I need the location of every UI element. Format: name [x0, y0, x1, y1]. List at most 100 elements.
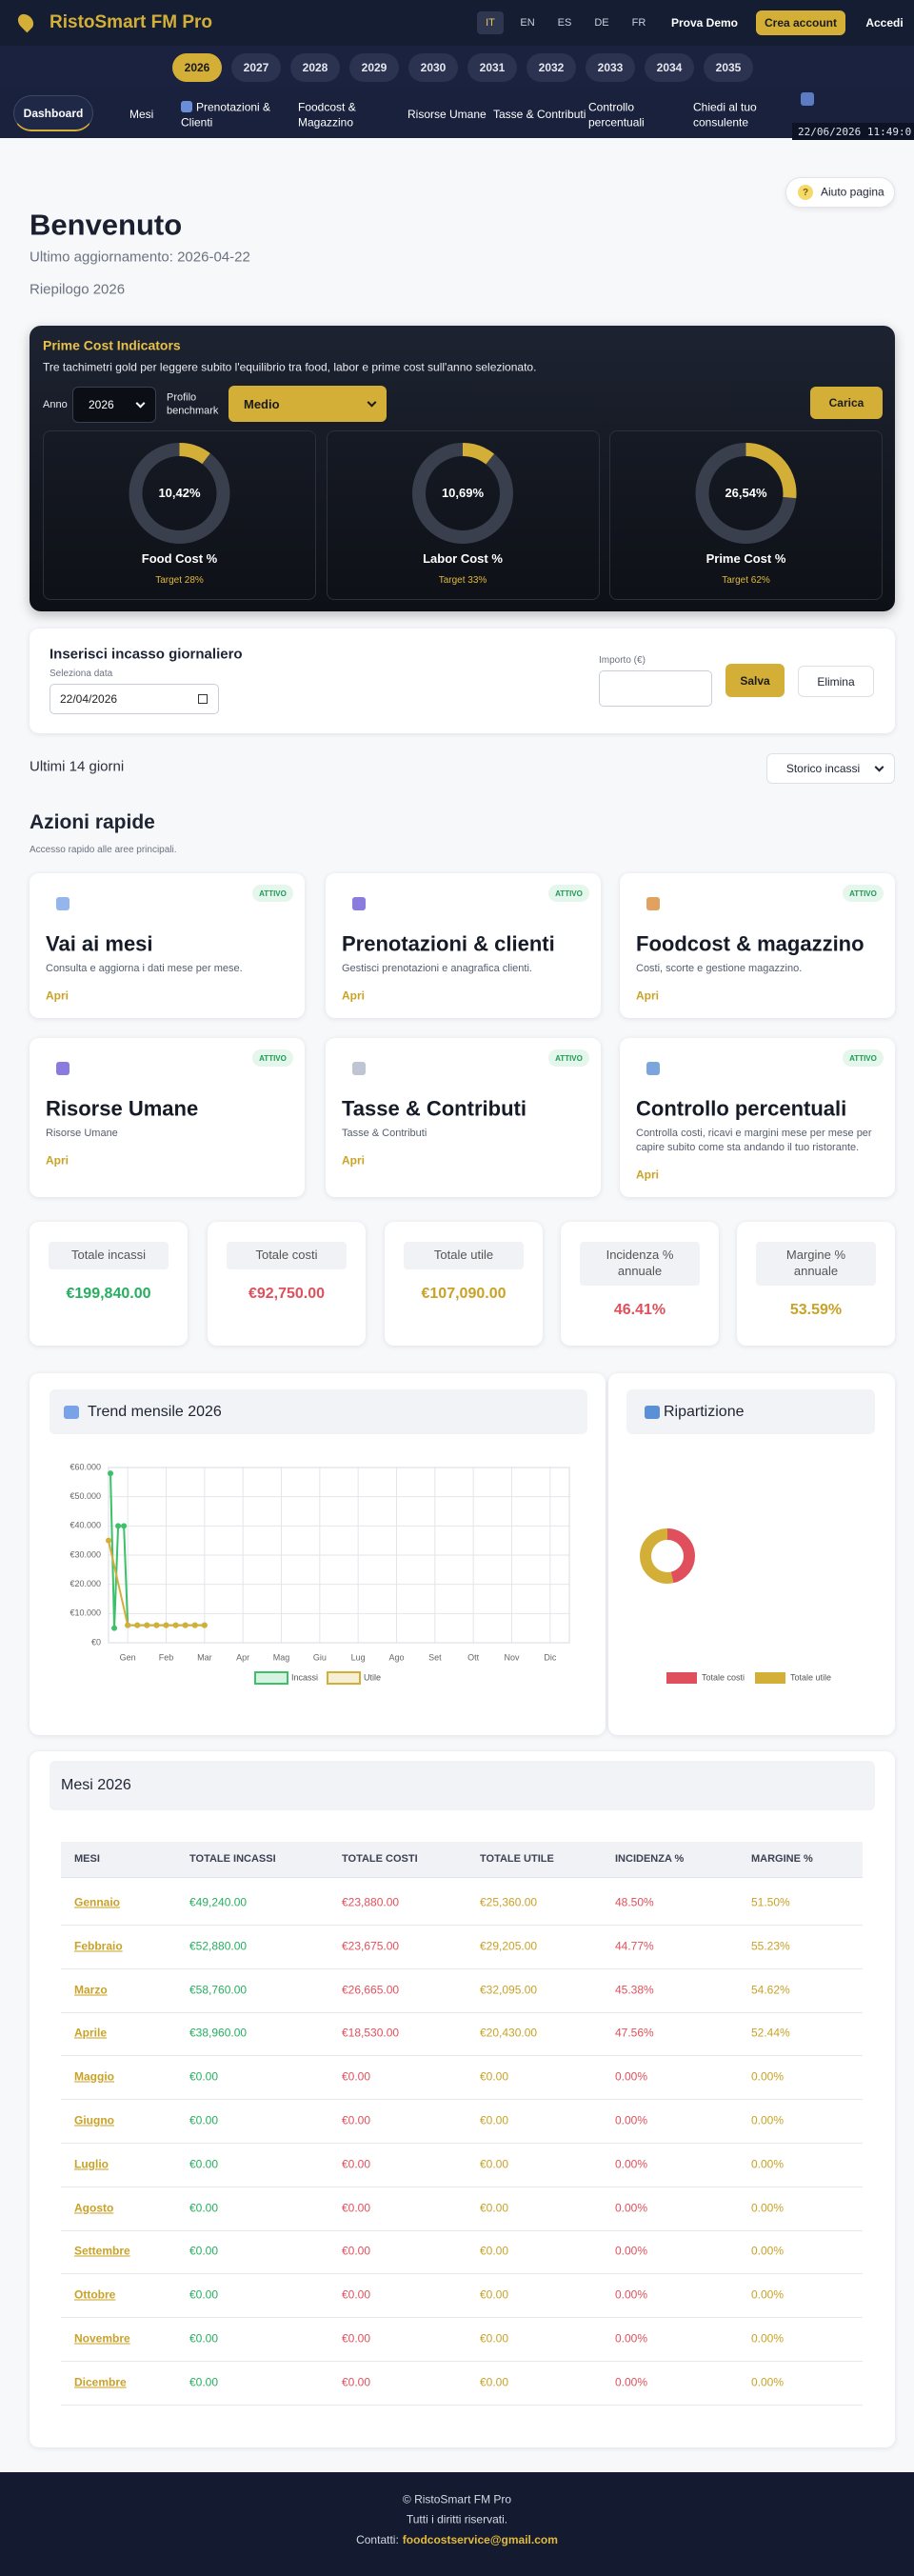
gauge-target: Target 62% [722, 574, 770, 586]
year-pill[interactable]: 2034 [645, 53, 694, 82]
gauge-value: 10,69% [441, 485, 485, 500]
month-link[interactable]: Luglio [74, 2157, 109, 2171]
nav-item[interactable]: Mesi [129, 108, 154, 122]
quick-subtitle: Accesso rapido alle aree principali. [30, 844, 177, 855]
create-account[interactable]: Crea account [756, 10, 845, 35]
language[interactable]: EN [520, 17, 535, 29]
kpi-value: €107,090.00 [421, 1286, 507, 1302]
table-cell: 44.77% [615, 1939, 654, 1953]
nav-item[interactable]: Chiedi al tuo consulente [693, 100, 757, 129]
table-cell: €0.00 [189, 2201, 219, 2215]
page-title: Benvenuto [30, 208, 183, 242]
year-pill[interactable]: 2035 [704, 53, 753, 82]
year-pill[interactable]: 2031 [467, 53, 517, 82]
kpi-card [208, 1222, 366, 1346]
table-cell: 0.00% [751, 2069, 785, 2084]
load-button[interactable]: Carica [810, 387, 883, 419]
column-header: TOTALE INCASSI [189, 1853, 276, 1866]
language[interactable]: DE [594, 17, 609, 29]
table-cell: 0.00% [751, 2287, 785, 2302]
demo-link[interactable]: Prova Demo [670, 16, 739, 30]
card-text: Gestisci prenotazioni e anagrafica clien… [342, 963, 532, 974]
table-cell: €0.00 [342, 2069, 371, 2084]
year-label: Anno [43, 398, 68, 410]
month-link[interactable]: Aprile [74, 2026, 108, 2040]
card-text: Controlla costi, ricavi e margini mese p… [636, 1128, 872, 1153]
help-button[interactable] [785, 177, 895, 208]
month-link[interactable]: Dicembre [74, 2375, 127, 2389]
summary-label: Riepilogo 2026 [30, 281, 126, 298]
status-badge: ATTIVO [252, 885, 293, 902]
delete-button[interactable]: Elimina [798, 666, 874, 697]
nav-item[interactable]: Foodcost & Magazzino [298, 100, 356, 129]
year-select[interactable]: 2026 [72, 387, 156, 423]
card-link[interactable]: Apri [636, 988, 659, 1003]
table-cell: 48.50% [615, 1895, 654, 1909]
trend-title: Trend mensile 2026 [88, 1404, 222, 1420]
month-link[interactable]: Febbraio [74, 1939, 123, 1953]
year-pill[interactable]: 2027 [231, 53, 281, 82]
table-cell: €0.00 [480, 2157, 509, 2171]
card-link[interactable]: Apri [46, 1153, 69, 1168]
card-link[interactable]: Apri [342, 1153, 365, 1168]
card-link[interactable]: Apri [46, 988, 69, 1003]
month-link[interactable]: Maggio [74, 2069, 114, 2084]
card-icon [56, 1062, 70, 1075]
table-cell: €0.00 [480, 2375, 509, 2389]
amount-input[interactable] [599, 670, 712, 707]
card-link[interactable]: Apri [342, 988, 365, 1003]
card-icon [352, 1062, 366, 1075]
nav-item[interactable]: Prenotazioni & Clienti [181, 100, 271, 129]
year-pill[interactable]: 2033 [586, 53, 635, 82]
table-cell: 0.00% [751, 2331, 785, 2346]
profile-label: Profilo benchmark [167, 391, 219, 417]
year-pill[interactable]: 2026 [172, 53, 222, 82]
kpi-card [385, 1222, 543, 1346]
table-cell: €0.00 [189, 2244, 219, 2258]
table-cell: €32,095.00 [480, 1983, 538, 1997]
row-divider [61, 2055, 863, 2057]
status-badge: ATTIVO [548, 885, 589, 902]
save-button[interactable]: Salva [725, 664, 785, 697]
language[interactable]: IT [477, 11, 504, 34]
nav-item[interactable]: Dashboard [13, 95, 93, 131]
contact-label: Contatti: [356, 2533, 399, 2546]
date-icon [198, 694, 208, 704]
month-link[interactable]: Novembre [74, 2331, 130, 2346]
nav-item[interactable]: Risorse Umane [407, 108, 487, 122]
month-link[interactable]: Agosto [74, 2201, 114, 2215]
nav-item[interactable]: Tasse & Contributi [493, 108, 586, 122]
table-cell: 0.00% [615, 2244, 648, 2258]
card-title: Risorse Umane [46, 1096, 199, 1121]
row-divider [61, 2404, 863, 2406]
history-button[interactable]: Storico incassi [766, 753, 895, 784]
card-icon [56, 897, 70, 910]
year-pill[interactable]: 2028 [290, 53, 340, 82]
card-text: Consulta e aggiorna i dati mese per mese… [46, 963, 243, 974]
year-pill[interactable]: 2029 [349, 53, 399, 82]
nav-item[interactable]: Controllo percentuali [588, 100, 645, 129]
table-cell: 0.00% [615, 2287, 648, 2302]
kpi-card [30, 1222, 188, 1346]
language[interactable]: ES [557, 17, 572, 29]
daily-title: Inserisci incasso giornaliero [50, 646, 243, 663]
card-link[interactable]: Apri [636, 1168, 659, 1182]
contact-email[interactable]: foodcostservice@gmail.com [402, 2533, 558, 2546]
table-cell: €0.00 [480, 2069, 509, 2084]
table-cell: 0.00% [615, 2113, 648, 2127]
month-link[interactable]: Ottobre [74, 2287, 116, 2302]
month-link[interactable]: Settembre [74, 2244, 130, 2258]
month-link[interactable]: Marzo [74, 1983, 108, 1997]
month-link[interactable]: Giugno [74, 2113, 114, 2127]
gauge-label: Prime Cost % [705, 550, 786, 566]
split-icon [645, 1406, 660, 1419]
date-input[interactable]: 22/04/2026 [50, 684, 219, 714]
language[interactable]: FR [631, 17, 646, 29]
nav-bar [0, 88, 914, 138]
year-pill[interactable]: 2032 [527, 53, 576, 82]
table-cell: €0.00 [189, 2113, 219, 2127]
month-link[interactable]: Gennaio [74, 1895, 121, 1909]
login[interactable]: Accedi [865, 16, 904, 30]
year-pill[interactable]: 2030 [408, 53, 458, 82]
profile-select[interactable]: Medio [228, 386, 387, 422]
